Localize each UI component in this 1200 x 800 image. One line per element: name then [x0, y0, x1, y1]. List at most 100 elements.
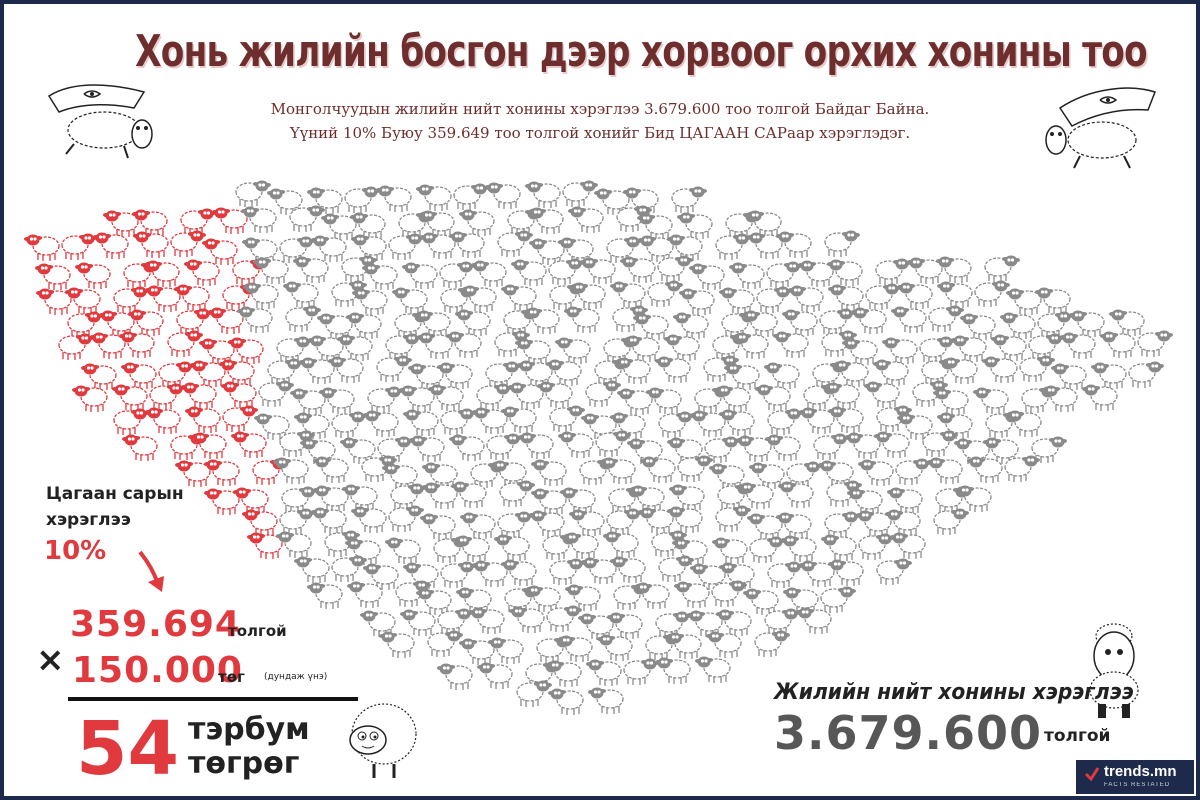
subtitle-line-2: Үүний 10% Буюу 359.649 тоо толгой хонийг…	[289, 124, 911, 142]
holiday-sheep-icon	[230, 430, 267, 459]
sheep-icon	[767, 560, 804, 589]
sheep-icon	[486, 432, 523, 461]
holiday-sheep-icon	[222, 404, 259, 433]
sheep-icon	[497, 229, 534, 258]
sheep-icon	[548, 257, 585, 286]
sheep-icon	[754, 383, 791, 412]
subtitle-line-1: Монголчуудын жилийн нийт хонины хэрэглээ…	[270, 100, 930, 118]
sheep-icon	[427, 629, 464, 658]
sheep-icon	[292, 255, 329, 284]
sheep-icon	[609, 280, 646, 309]
sheep-icon	[827, 283, 864, 312]
sheep-icon	[688, 262, 725, 291]
sheep-icon	[344, 185, 381, 214]
sheep-icon	[824, 510, 861, 539]
sheep-icon	[279, 507, 316, 536]
sheep-icon	[984, 254, 1021, 283]
sheep-icon	[999, 311, 1036, 340]
sheep-icon	[742, 587, 779, 616]
sheep-icon	[1137, 329, 1174, 358]
sheep-icon	[619, 255, 656, 284]
sheep-icon	[349, 703, 417, 778]
sheep-icon	[1050, 362, 1087, 391]
infographic-page: Хонь жилийн босгон дээр хорвоог орхих хо…	[4, 4, 1196, 796]
sheep-icon	[876, 557, 913, 586]
sheep-icon	[781, 308, 818, 337]
holiday-sheep-icon	[132, 230, 169, 259]
holiday-percent: 10%	[44, 536, 107, 566]
sheep-icon	[933, 507, 970, 536]
sheep-icon	[795, 606, 832, 635]
sheep-icon	[632, 312, 669, 341]
sheep-icon	[516, 679, 553, 708]
sheep-icon	[453, 182, 490, 211]
sheep-icon	[346, 580, 383, 609]
sheep-icon	[647, 279, 684, 308]
sheep-icon	[705, 630, 742, 659]
sheep-icon	[524, 180, 561, 209]
sheep-icon	[508, 605, 545, 634]
sheep-icon	[890, 305, 927, 334]
sheep-icon	[658, 554, 695, 583]
sheep-icon	[896, 281, 933, 310]
sheep-icon	[715, 232, 752, 261]
sheep-icon	[895, 457, 932, 486]
sheep-icon	[448, 433, 485, 462]
sheep-icon	[663, 333, 700, 362]
sheep-icon	[673, 580, 710, 609]
holiday-sheep-icon	[167, 329, 204, 358]
result-unit-line-1: тэрбум	[188, 712, 310, 747]
sheep-icon	[436, 662, 473, 691]
sheep-icon	[990, 333, 1027, 362]
sheep-icon	[723, 362, 760, 391]
sheep-icon	[310, 234, 347, 263]
sheep-icon	[1090, 361, 1127, 390]
sheep-icon	[281, 485, 318, 514]
sheep-icon	[858, 532, 895, 561]
sheep-icon	[514, 337, 551, 366]
price-value: 150.000	[72, 650, 243, 691]
sheep-icon	[285, 304, 322, 333]
brand-logo-icon	[1084, 767, 1100, 782]
sheep-icon	[672, 311, 709, 340]
sheep-icon	[728, 261, 765, 290]
sheep-icon	[331, 410, 368, 439]
sheep-icon	[312, 455, 349, 484]
sheep-icon	[671, 185, 708, 214]
sheep-icon	[606, 507, 643, 536]
sheep-icon	[528, 509, 565, 538]
sheep-icon	[881, 336, 918, 365]
holiday-sheep-icon	[120, 361, 157, 390]
sheep-icon	[468, 606, 505, 635]
holiday-heads-value: 359.694	[70, 604, 241, 645]
sheep-icon	[922, 429, 959, 458]
sheep-icon	[375, 184, 412, 213]
sheep-icon	[780, 534, 817, 563]
sheep-icon	[813, 432, 850, 461]
sheep-icon	[863, 380, 900, 409]
sheep-icon	[936, 280, 973, 309]
sheep-icon	[639, 455, 676, 484]
sheep-icon	[568, 508, 605, 537]
sheep-icon	[408, 434, 445, 463]
holiday-sheep-icon	[113, 407, 150, 436]
sheep-icon	[440, 560, 477, 589]
holiday-sheep-icon	[113, 285, 150, 314]
sheep-icon	[875, 257, 912, 286]
holiday-consumption-label-2: хэрэглээ	[46, 510, 131, 530]
sheep-icon	[820, 585, 857, 614]
brand-badge[interactable]: trends.mn FACTS RESTATED	[1076, 760, 1194, 794]
sheep-icon	[850, 306, 887, 335]
sheep-icon	[1081, 383, 1118, 412]
sheep-icon	[959, 312, 996, 341]
sheep-icon	[557, 430, 594, 459]
page-title: Хонь жилийн босгон дээр хорвоог орхих хо…	[135, 26, 1147, 77]
sheep-icon	[587, 686, 624, 715]
sheep-icon	[470, 259, 507, 288]
sheep-icon	[454, 308, 491, 337]
sheep-icon	[547, 687, 584, 716]
sheep-icon	[331, 554, 368, 583]
holiday-sheep-icon	[34, 262, 71, 291]
sheep-icon	[391, 286, 428, 315]
sheep-icon	[715, 504, 752, 533]
